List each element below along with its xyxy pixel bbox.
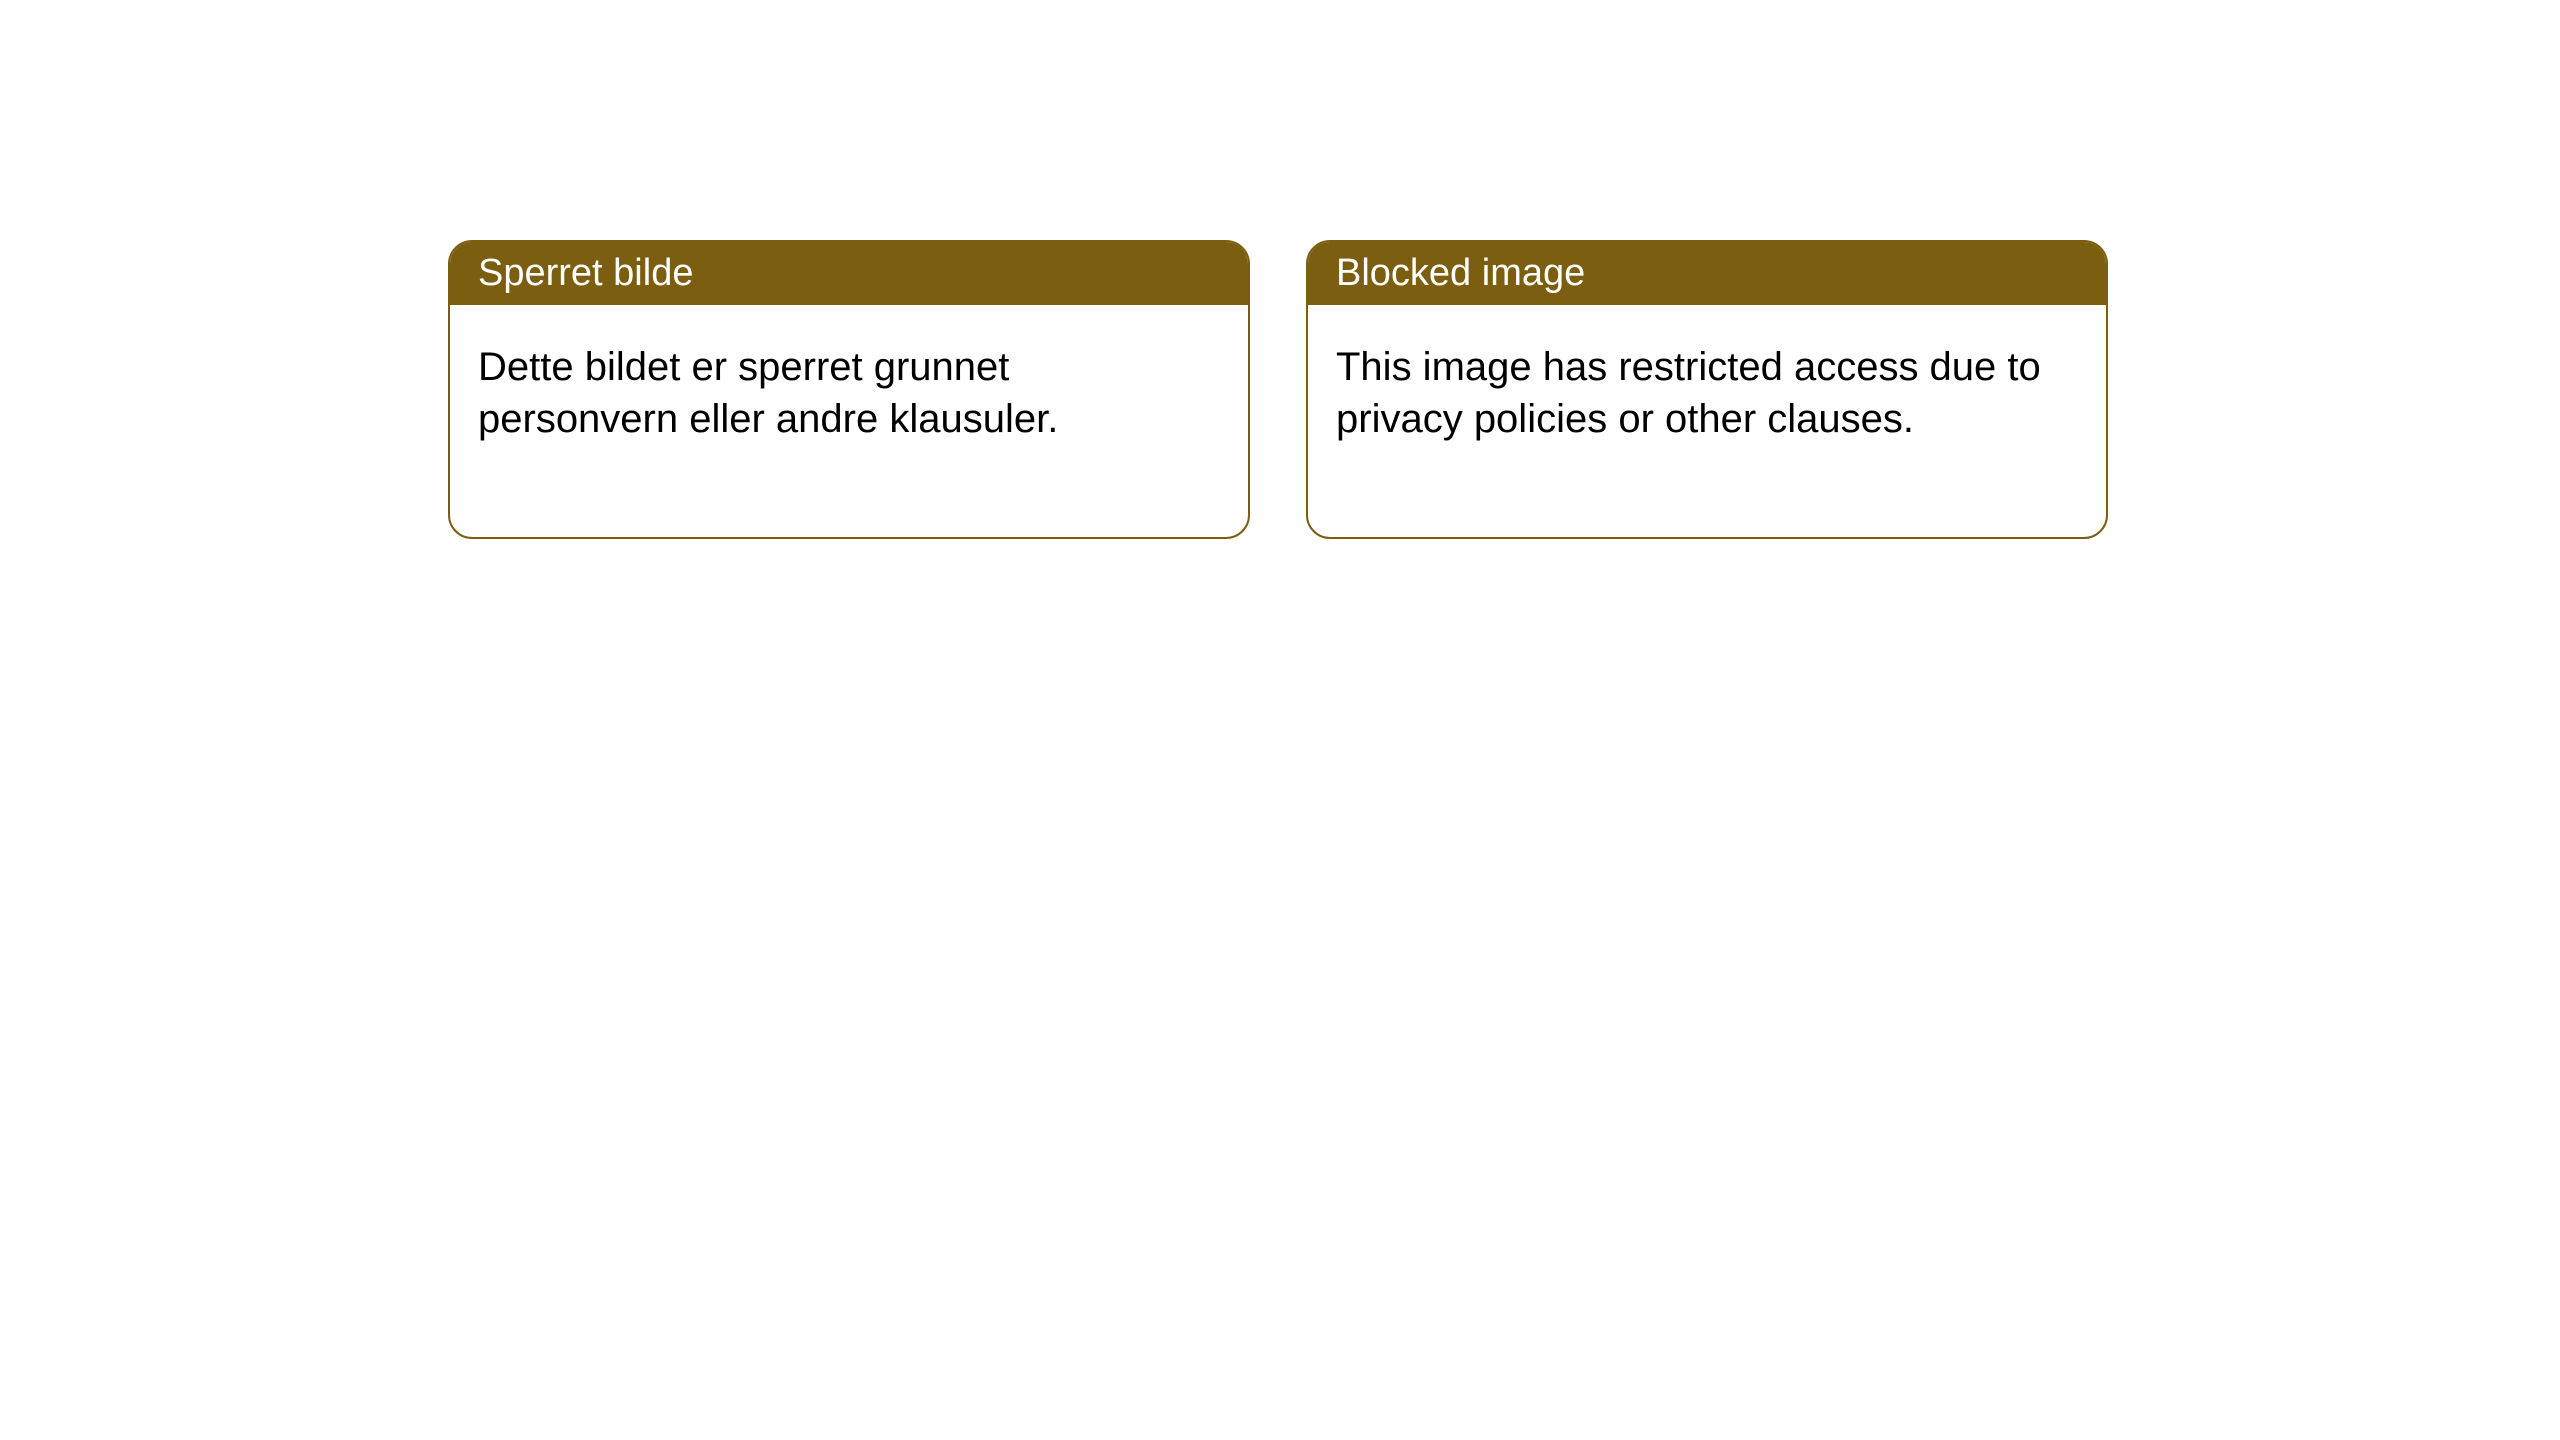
notice-title: Blocked image — [1336, 252, 1585, 294]
notice-text: This image has restricted access due to … — [1336, 345, 2041, 441]
notice-header: Blocked image — [1308, 242, 2106, 305]
notice-card-norwegian: Sperret bilde Dette bildet er sperret gr… — [448, 240, 1250, 539]
notice-title: Sperret bilde — [478, 252, 693, 294]
notice-text: Dette bildet er sperret grunnet personve… — [478, 345, 1058, 441]
notice-body: This image has restricted access due to … — [1308, 305, 2106, 537]
notice-body: Dette bildet er sperret grunnet personve… — [450, 305, 1248, 537]
notice-header: Sperret bilde — [450, 242, 1248, 305]
notice-container: Sperret bilde Dette bildet er sperret gr… — [0, 0, 2560, 539]
notice-card-english: Blocked image This image has restricted … — [1306, 240, 2108, 539]
